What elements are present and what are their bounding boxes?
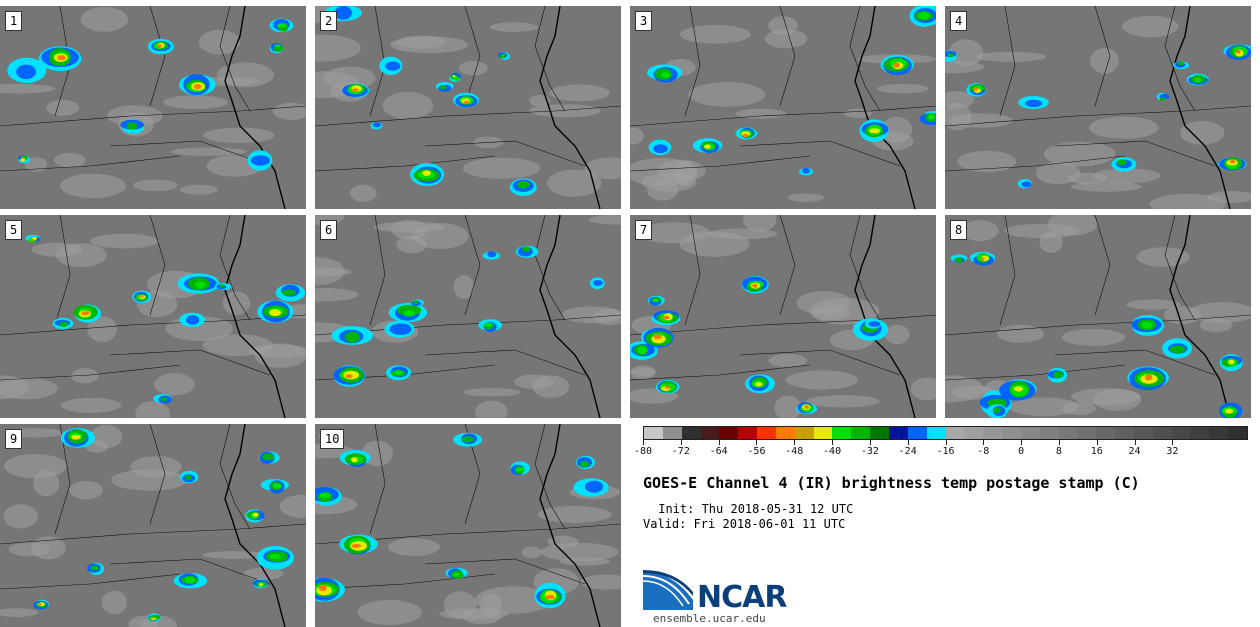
colorbar-segment: [926, 427, 946, 439]
colorbar-segment: [851, 427, 871, 439]
colorbar-tick: [756, 440, 758, 445]
colorbar-tick: [1058, 440, 1060, 445]
map-panel: 6: [315, 215, 621, 418]
colorbar-segment: [794, 427, 814, 439]
colorbar-tick: [945, 440, 947, 445]
colorbar-segment: [1133, 427, 1153, 439]
colorbar-segment: [681, 427, 701, 439]
colorbar-segment: [1002, 427, 1021, 439]
colorbar-segment: [1228, 427, 1247, 439]
colorbar-segment: [870, 427, 889, 439]
map-panel: 3: [630, 6, 936, 209]
colorbar-tick-label: -64: [709, 446, 728, 457]
logo-text: NCAR: [697, 580, 787, 615]
colorbar-tick: [680, 440, 682, 445]
colorbar-tick-label: -48: [785, 446, 804, 457]
colorbar-tick: [794, 440, 796, 445]
colorbar-segment: [700, 427, 720, 439]
map-panel: 2: [315, 6, 621, 209]
colorbar-tick-label: -80: [633, 446, 653, 457]
colorbar-tick: [1134, 440, 1136, 445]
colorbar-tick: [1021, 440, 1023, 445]
colorbar-tick: [983, 440, 985, 445]
colorbar-tick-label: -8: [977, 446, 990, 457]
colorbar-segment: [945, 427, 965, 439]
map-panel: 1: [0, 6, 306, 209]
colorbar-segment: [644, 427, 663, 439]
ncar-logo-icon: [642, 570, 793, 614]
colorbar-tick-label: -40: [823, 446, 842, 457]
map-panel: 10: [315, 424, 621, 627]
colorbar-tick-label: 16: [1090, 446, 1103, 457]
colorbar-segment: [1020, 427, 1040, 439]
colorbar-tick-label: 32: [1166, 446, 1179, 457]
panel-number: 6: [320, 220, 338, 240]
colorbar-segment: [738, 427, 758, 439]
colorbar-segment: [1171, 427, 1191, 439]
panel-number: 3: [635, 11, 653, 31]
panel-number: 7: [635, 220, 653, 240]
colorbar-tick-label: -72: [671, 446, 690, 457]
map-panel: 8: [945, 215, 1251, 418]
colorbar-segment: [1058, 427, 1078, 439]
panel-number: 5: [5, 220, 23, 240]
colorbar-segment: [1190, 427, 1210, 439]
panel-number: 2: [320, 11, 338, 31]
colorbar-tick: [832, 440, 834, 445]
colorbar-segment: [775, 427, 795, 439]
init-time: Init: Thu 2018-05-31 12 UTC: [651, 502, 854, 516]
colorbar-segment: [907, 427, 927, 439]
colorbar-strip: [643, 426, 1248, 440]
colorbar-tick-label: -32: [860, 446, 879, 457]
panel-number: 1: [5, 11, 23, 31]
map-panel: 5: [0, 215, 306, 418]
colorbar-segment: [1096, 427, 1116, 439]
colorbar: -80 -72 -64 -56 -48 -40 -32 -24 -16 -8 0 8 16 24 32: [634, 426, 1248, 466]
colorbar-segment: [1077, 427, 1097, 439]
colorbar-segment: [757, 427, 776, 439]
colorbar-segment: [1152, 427, 1172, 439]
panel-number: 10: [320, 429, 345, 449]
panel-number: 4: [950, 11, 968, 31]
colorbar-tick: [1096, 440, 1098, 445]
colorbar-tick: [869, 440, 871, 445]
map-panel: 7: [630, 215, 936, 418]
colorbar-tick: [907, 440, 909, 445]
colorbar-segment: [1039, 427, 1059, 439]
colorbar-segment: [1115, 427, 1134, 439]
colorbar-segment: [888, 427, 908, 439]
colorbar-tick-label: 0: [1018, 446, 1025, 457]
colorbar-tick: [643, 440, 644, 445]
colorbar-segment: [719, 427, 739, 439]
colorbar-segment: [813, 427, 833, 439]
colorbar-tick: [1172, 440, 1174, 445]
colorbar-segment: [983, 427, 1003, 439]
panel-number: 9: [5, 429, 23, 449]
valid-time: Valid: Fri 2018-06-01 11 UTC: [643, 517, 846, 531]
figure-title: GOES-E Channel 4 (IR) brightness temp po…: [643, 474, 1140, 492]
map-panel: 4: [945, 6, 1251, 209]
colorbar-tick-label: 24: [1128, 446, 1141, 457]
colorbar-tick-label: -24: [898, 446, 917, 457]
colorbar-tick-label: -56: [747, 446, 766, 457]
colorbar-segment: [662, 427, 682, 439]
panel-number: 8: [950, 220, 968, 240]
map-panel: 9: [0, 424, 306, 627]
colorbar-tick-label: -16: [936, 446, 955, 457]
site-url: ensemble.ucar.edu: [653, 612, 766, 625]
colorbar-tick: [718, 440, 720, 445]
colorbar-segment: [964, 427, 984, 439]
colorbar-segment: [1209, 427, 1229, 439]
colorbar-segment: [832, 427, 852, 439]
colorbar-tick-label: 8: [1055, 446, 1062, 457]
